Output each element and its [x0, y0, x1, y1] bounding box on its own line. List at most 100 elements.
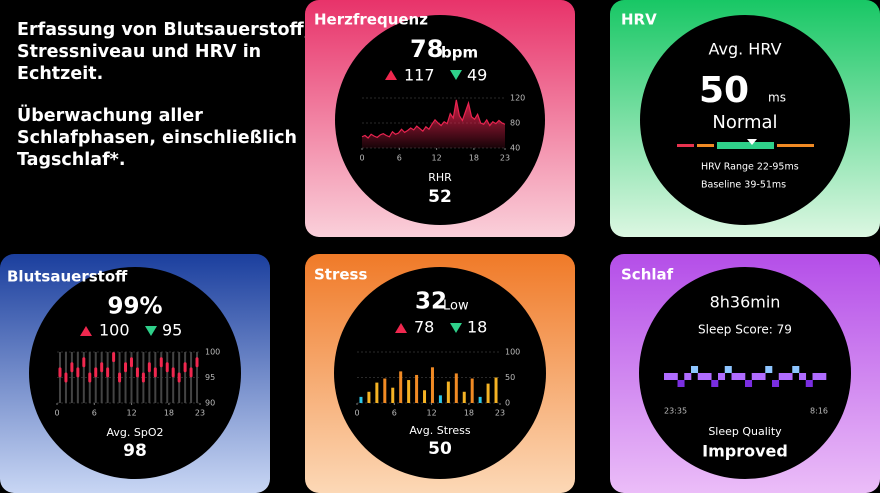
stress-bar [359, 396, 363, 403]
spo2-bar [153, 367, 157, 378]
hr-low: 49 [467, 66, 487, 85]
sleep-stage [697, 373, 705, 380]
hr-unit: bpm [441, 44, 478, 62]
watch-face [640, 15, 850, 225]
card-title: Stress [314, 266, 367, 284]
intro-line: Tagschlaf*. [17, 150, 126, 170]
spo2-bar [189, 367, 193, 378]
card-title: Schlaf [621, 266, 674, 284]
hrv-scale [677, 139, 814, 149]
x-tick-label: 23 [495, 409, 505, 418]
spo2-bar [88, 372, 92, 383]
up-arrow [385, 70, 397, 80]
sleep-stage [805, 380, 813, 387]
stress-bar [407, 380, 411, 403]
stress-bar [446, 381, 450, 403]
footer-value: 52 [428, 187, 452, 207]
quality: Improved [702, 442, 788, 461]
spo2-bar [82, 357, 86, 368]
sleep-stage [751, 373, 759, 380]
stress-bar [478, 396, 482, 403]
hrv-range: HRV Range 22-95ms [701, 162, 799, 173]
sleep-end: 8:16 [810, 407, 828, 416]
spo2-high: 100 [99, 321, 130, 340]
hrv-label: Avg. HRV [708, 40, 781, 59]
stress-bar [430, 367, 434, 403]
x-tick-label: 23 [195, 409, 205, 418]
intro-line: Überwachung aller [17, 104, 203, 126]
hrv-value: 50 [699, 70, 749, 111]
x-tick-label: 0 [359, 154, 364, 163]
sleep-stage [664, 373, 672, 380]
stress-bar [399, 371, 403, 403]
intro-line: Stressniveau und HRV in [17, 42, 261, 62]
sleep-stage [691, 366, 699, 373]
spo2-bar [159, 357, 163, 368]
footer-value: 50 [428, 439, 452, 459]
sleep-stage [765, 366, 773, 373]
stress-bar [494, 377, 498, 403]
intro-line: Erfassung von Blutsauerstoff, [17, 20, 310, 40]
spo2-bar [76, 367, 80, 378]
sleep-stage [731, 373, 739, 380]
spo2-bar [70, 362, 74, 373]
y-tick-label: 95 [205, 373, 215, 382]
sleep-stage [745, 380, 753, 387]
watch-face [29, 267, 241, 479]
x-tick-label: 23 [500, 154, 510, 163]
footer-label: RHR [428, 171, 452, 184]
card-title: HRV [621, 11, 657, 29]
sleep-score: Sleep Score: 79 [698, 323, 792, 337]
spo2-bar [183, 362, 187, 373]
stress-high: 78 [414, 318, 434, 337]
y-tick-label: 80 [510, 119, 520, 128]
stress-bar [391, 387, 395, 403]
down-arrow [450, 70, 462, 80]
stress-bar [383, 378, 387, 403]
sleep-stage [670, 373, 678, 380]
spo2-bar [112, 352, 116, 363]
sleep-stage [785, 373, 793, 380]
y-tick-label: 40 [510, 144, 520, 153]
sleep-stage [792, 366, 800, 373]
stress-status: Low [443, 299, 469, 314]
intro-line: Schlafphasen, einschließlich [17, 128, 297, 148]
x-tick-label: 18 [469, 154, 479, 163]
footer-label: Avg. Stress [409, 424, 470, 437]
stress-bar [423, 390, 427, 403]
x-tick-label: 6 [92, 409, 97, 418]
intro: Erfassung von Blutsauerstoff, Stressnive… [17, 20, 310, 170]
up-arrow [395, 323, 407, 333]
stress-low: 18 [467, 318, 487, 337]
sleep-stage [718, 373, 726, 380]
spo2-bar [147, 362, 151, 373]
down-arrow [450, 323, 462, 333]
y-tick-label: 100 [505, 348, 520, 357]
up-arrow [80, 326, 92, 336]
y-tick-label: 90 [205, 399, 215, 408]
hrv-unit: ms [768, 91, 786, 105]
spo2-bar [94, 367, 98, 378]
sleep-stage [677, 380, 685, 387]
sleep-stage [724, 366, 732, 373]
card-title: Blutsauerstoff [7, 268, 128, 286]
card-title: Herzfrequenz [314, 11, 428, 29]
sleep-stage [758, 373, 766, 380]
y-tick-label: 100 [205, 348, 220, 357]
hr-value: 78 [410, 35, 443, 63]
sleep-stage [738, 373, 746, 380]
x-tick-label: 18 [464, 409, 474, 418]
stress-bar [486, 383, 490, 403]
x-tick-label: 6 [397, 154, 402, 163]
spo2-bar [100, 362, 104, 373]
hr-high: 117 [404, 66, 435, 85]
sleep-stage [819, 373, 827, 380]
spo2-bar [118, 372, 122, 383]
stress-bar [470, 378, 474, 403]
stress-bar [462, 391, 466, 403]
hr-line [361, 99, 506, 139]
sleep-stage [799, 373, 807, 380]
hrv-baseline: Baseline 39-51ms [701, 180, 786, 191]
x-tick-label: 0 [354, 409, 359, 418]
